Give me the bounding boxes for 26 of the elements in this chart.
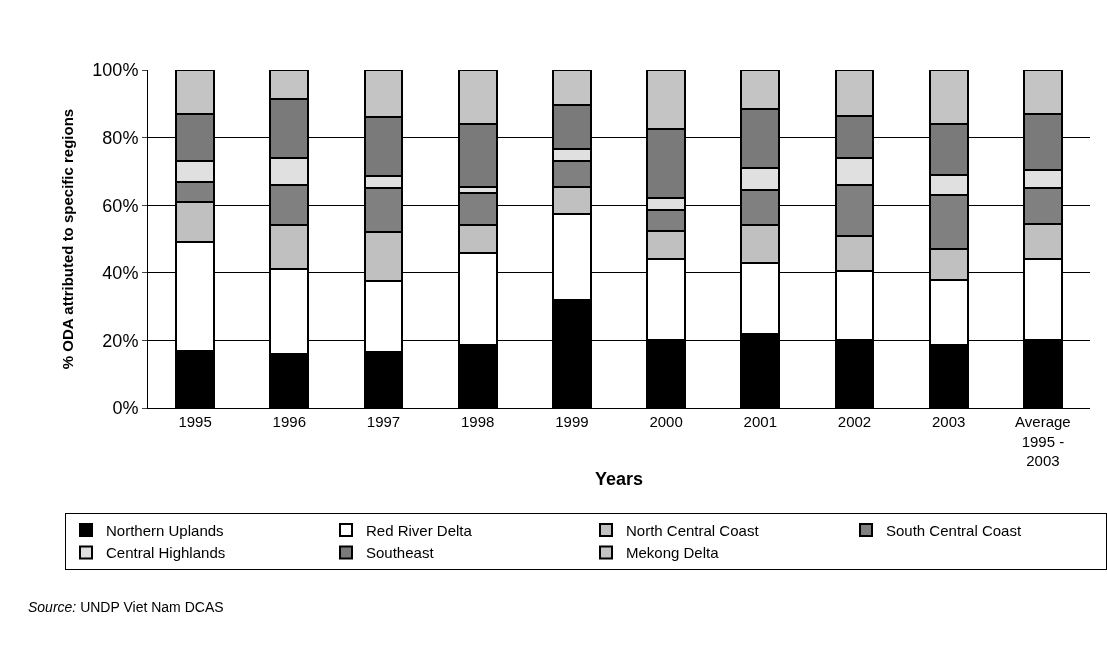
x-tick-label: 1995 bbox=[178, 413, 212, 430]
x-tick-label: 1996 bbox=[272, 413, 306, 430]
y-tick-label: 40% bbox=[102, 263, 139, 284]
y-tick-label: 80% bbox=[102, 127, 139, 148]
x-tick-label: 2003 bbox=[932, 413, 966, 430]
legend-label: South Central Coast bbox=[886, 521, 1022, 539]
legend-label: Northern Uplands bbox=[106, 521, 224, 539]
x-tick-label: 1998 bbox=[461, 413, 495, 430]
y-tick-label: 20% bbox=[102, 330, 139, 351]
legend-label: Central Highlands bbox=[106, 544, 226, 562]
x-tick-label: Average 1995 - 2003 bbox=[1015, 413, 1071, 469]
x-axis-title: Years bbox=[594, 469, 644, 490]
x-tick-label: 1997 bbox=[366, 413, 401, 430]
legend-label: Mekong Delta bbox=[626, 544, 720, 562]
y-tick-label: 0% bbox=[112, 398, 139, 419]
x-tick-label: 2000 bbox=[649, 413, 683, 430]
source-note: Source: UNDP Viet Nam DCAS bbox=[28, 599, 224, 615]
legend-label: Red River Delta bbox=[366, 521, 473, 539]
legend-label: North Central Coast bbox=[626, 521, 760, 539]
y-axis-title: % ODA attributed to specific regions bbox=[58, 108, 76, 370]
y-tick-label: 60% bbox=[102, 195, 139, 216]
x-tick-label: 1999 bbox=[555, 413, 589, 430]
x-tick-label: 2002 bbox=[837, 413, 872, 430]
y-tick-label: 100% bbox=[92, 60, 139, 81]
x-tick-label: 2001 bbox=[743, 413, 777, 430]
legend-label: Southeast bbox=[366, 544, 435, 562]
